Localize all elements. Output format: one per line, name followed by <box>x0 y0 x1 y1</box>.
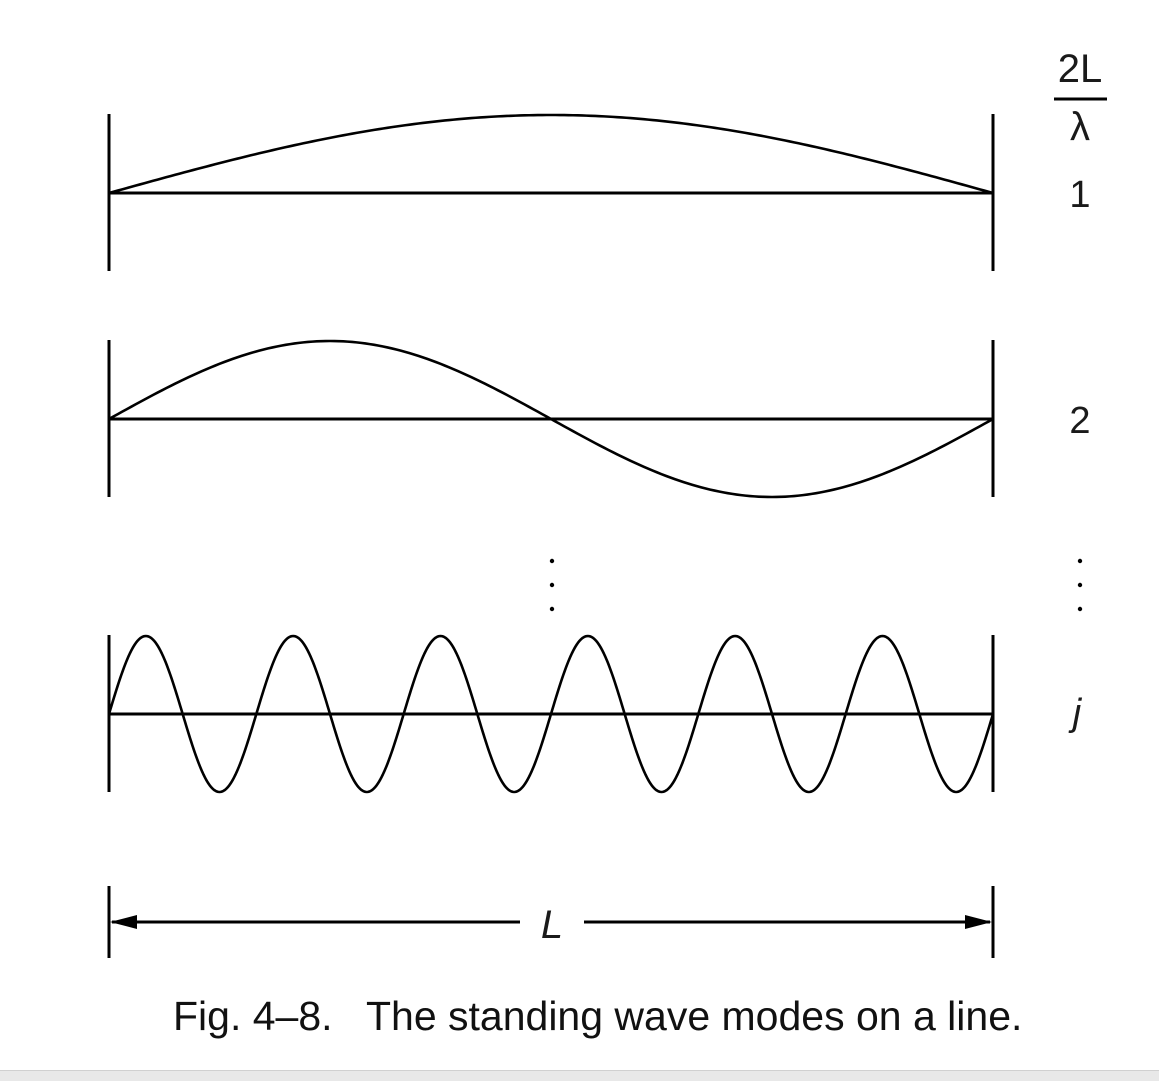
figure-caption: Fig. 4–8. The standing wave modes on a l… <box>173 990 1022 1042</box>
mode-j-wave <box>107 634 995 794</box>
dimension-arrow-left <box>110 915 137 929</box>
dimension-label: L <box>541 903 563 947</box>
caption-number: Fig. 4–8. <box>173 993 333 1039</box>
mode-1-wave <box>108 113 994 195</box>
header-numerator: 2L <box>1058 47 1103 91</box>
mode-j-diagram: j <box>107 634 1083 794</box>
ellipsis-right <box>1077 558 1083 612</box>
mode-2-wave <box>108 339 994 499</box>
bottom-edge-strip <box>0 1070 1159 1081</box>
mode-j-label: j <box>1068 692 1083 734</box>
ellipsis-center <box>549 558 555 612</box>
dimension-arrow-right <box>965 915 992 929</box>
caption-text: The standing wave modes on a line. <box>365 993 1023 1039</box>
header-denominator: λ <box>1070 105 1090 149</box>
mode-1-diagram: 1 <box>107 113 1091 271</box>
mode-2-diagram: 2 <box>107 339 1091 499</box>
mode-2-label: 2 <box>1069 400 1090 442</box>
mode-1-label: 1 <box>1069 174 1090 216</box>
length-dimension: L <box>107 886 995 958</box>
